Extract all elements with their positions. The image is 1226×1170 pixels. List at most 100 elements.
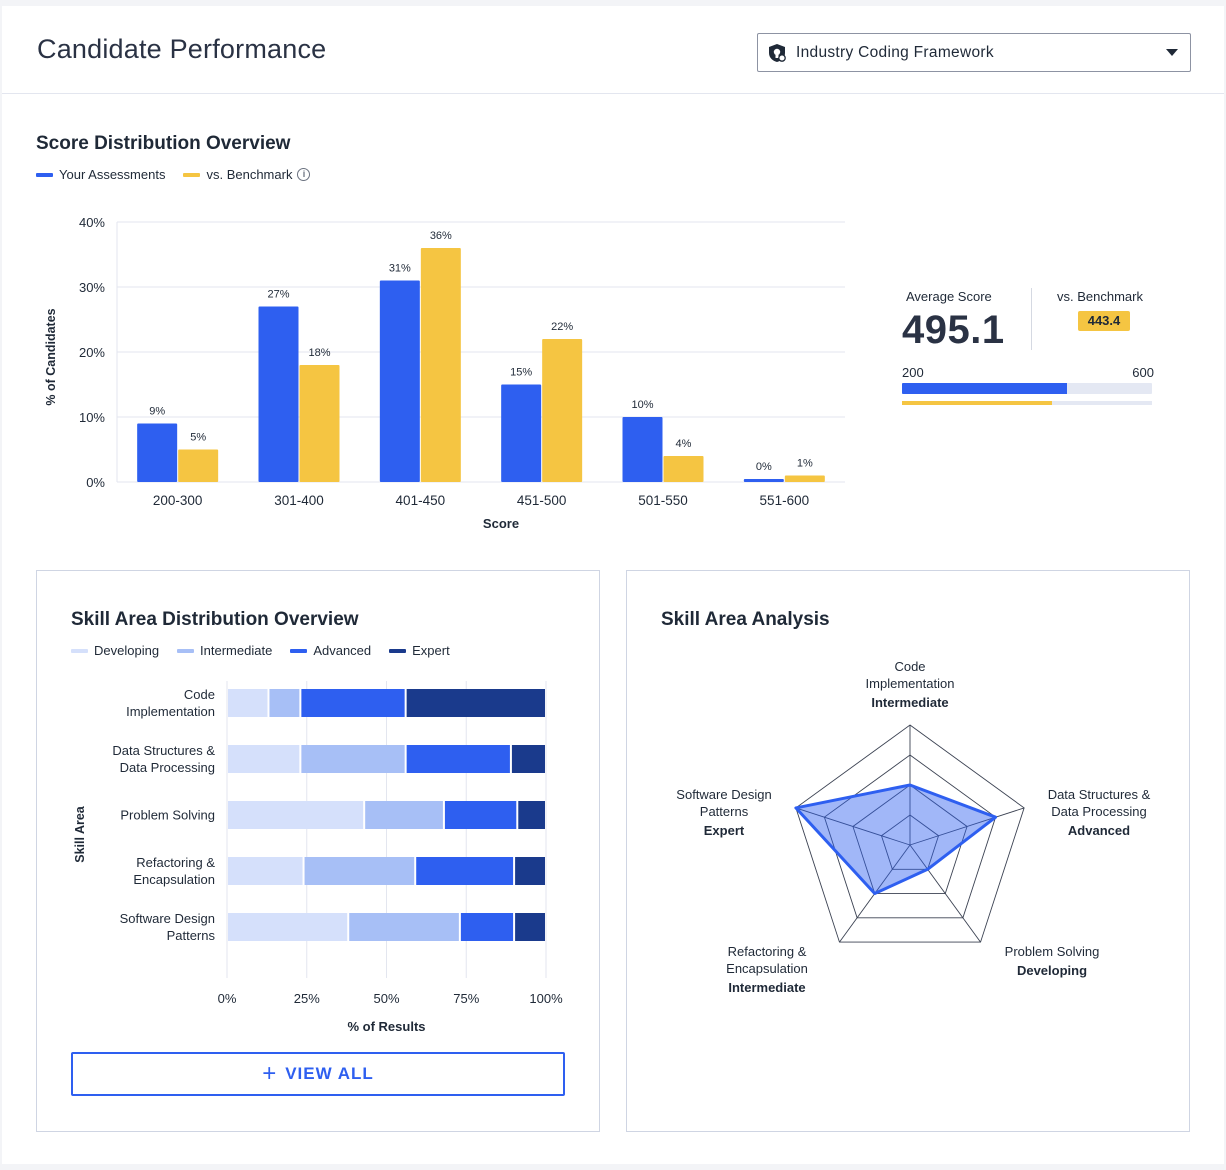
data-label: 0%	[756, 461, 772, 473]
radar-axis-level: Expert	[704, 823, 745, 838]
legend-label: Expert	[412, 643, 450, 658]
y-category-label: Data Structures &	[112, 743, 215, 758]
radar-axis-level: Developing	[1017, 963, 1087, 978]
bar-segment-developing	[228, 689, 268, 717]
y-category-label: Patterns	[167, 928, 216, 943]
radar-ring	[823, 754, 997, 919]
x-tick-label: 451-500	[517, 493, 567, 508]
skill-distribution-title: Skill Area Distribution Overview	[71, 609, 359, 630]
data-label: 1%	[797, 458, 813, 470]
bar-benchmark	[542, 339, 583, 482]
benchmark-range-bar	[902, 401, 1152, 405]
bar-segment-advanced	[416, 857, 514, 885]
radar-axis-label: Implementation	[866, 676, 955, 691]
shield-icon	[766, 42, 788, 69]
legend-swatch	[183, 172, 201, 177]
range-max-label: 600	[1132, 365, 1154, 380]
y-category-label: Implementation	[126, 704, 215, 719]
legend-item-intermediate: Intermediate	[177, 643, 272, 658]
bar-segment-expert	[515, 857, 545, 885]
bar-benchmark	[784, 475, 825, 482]
y-tick-label: 40%	[79, 215, 105, 230]
legend-label: vs. Benchmark	[206, 167, 293, 182]
benchmark-badge: 443.4	[1078, 311, 1130, 331]
bar-segment-expert	[406, 689, 545, 717]
divider	[1031, 288, 1032, 350]
bar-segment-intermediate	[304, 857, 415, 885]
radar-axis-label: Patterns	[700, 804, 749, 819]
radar-axis-label: Refactoring &	[728, 944, 807, 959]
data-label: 27%	[267, 289, 289, 301]
bar-benchmark	[420, 248, 461, 482]
skill-radar-chart: Code Implementation Intermediate Data Struc…	[676, 661, 1150, 995]
framework-select-value: Industry Coding Framework	[796, 44, 994, 61]
bar-assessments	[379, 280, 420, 482]
x-tick-label: 401-450	[396, 493, 446, 508]
data-label: 22%	[551, 321, 573, 333]
bar-benchmark	[299, 365, 340, 482]
radar-axis-label: Encapsulation	[726, 961, 808, 976]
data-label: 36%	[430, 230, 452, 242]
x-tick-label: 0%	[218, 991, 237, 1006]
score-distribution-title: Score Distribution Overview	[36, 133, 291, 154]
legend-item-advanced: Advanced	[290, 643, 371, 658]
bar-assessments	[501, 384, 542, 482]
legend-label: Intermediate	[200, 643, 273, 658]
bar-segment-advanced	[301, 689, 405, 717]
legend-swatch	[36, 172, 53, 177]
score-distribution-chart: 0% 10% 20% 30% 40% 9% 5% 200-300 27% 18% 301-400 31…	[44, 215, 845, 531]
x-tick-label: 301-400	[274, 493, 324, 508]
bar-segment-expert	[518, 801, 545, 829]
data-label: 4%	[676, 438, 692, 450]
skill-distribution-chart: 0% 25% 50% 75% 100% Code Implementation Data St…	[73, 681, 563, 1034]
bar-assessments	[743, 479, 784, 482]
chevron-down-icon[interactable]	[1166, 49, 1178, 56]
bar-segment-developing	[228, 801, 364, 829]
framework-select[interactable]: Industry Coding Framework	[757, 33, 1191, 72]
legend-label: Your Assessments	[59, 167, 166, 182]
benchmark-range-fill	[902, 401, 1052, 405]
bar-segment-developing	[228, 745, 300, 773]
x-tick-label: 551-600	[760, 493, 810, 508]
radar-ring	[880, 814, 940, 870]
x-tick-label: 501-550	[638, 493, 688, 508]
data-label: 9%	[149, 406, 165, 418]
data-label: 10%	[631, 399, 653, 411]
bar-segment-intermediate	[301, 745, 405, 773]
legend-item-assessments: Your Assessments	[36, 167, 165, 182]
legend-item-expert: Expert	[389, 643, 450, 658]
average-score-label: Average Score	[906, 289, 992, 304]
radar-spoke	[795, 807, 911, 846]
legend-item-benchmark: vs. Benchmark i	[183, 167, 311, 182]
view-all-button[interactable]: + VIEW ALL	[71, 1052, 565, 1096]
data-label: 31%	[389, 263, 411, 275]
x-tick-label: 25%	[294, 991, 320, 1006]
y-axis-label: % of Candidates	[44, 308, 58, 405]
legend-swatch	[389, 648, 407, 653]
radar-axis-level: Advanced	[1068, 823, 1130, 838]
average-score-panel: Average Score 495.1 vs. Benchmark 443.4 …	[900, 286, 1160, 416]
bar-benchmark	[178, 449, 219, 482]
legend-item-developing: Developing	[71, 643, 159, 658]
bar-assessments	[622, 417, 663, 482]
average-score-value: 495.1	[902, 308, 1005, 352]
info-icon[interactable]: i	[297, 168, 311, 181]
x-tick-label: 200-300	[153, 493, 203, 508]
bar-segment-advanced	[406, 745, 510, 773]
x-axis-label: Score	[483, 516, 519, 531]
radar-axis-level: Intermediate	[728, 980, 805, 995]
score-range-fill	[902, 383, 1067, 394]
view-all-label: VIEW ALL	[285, 1064, 374, 1083]
radar-spoke	[909, 844, 981, 943]
bar-segment-intermediate	[269, 689, 300, 717]
data-label: 18%	[308, 347, 330, 359]
bar-segment-expert	[511, 745, 545, 773]
y-category-label: Code	[184, 687, 215, 702]
y-tick-label: 0%	[86, 475, 105, 490]
y-axis-label: Skill Area	[73, 805, 87, 863]
range-min-label: 200	[902, 365, 924, 380]
radar-ring	[852, 784, 968, 894]
x-axis-label: % of Results	[347, 1019, 425, 1034]
radar-spoke	[909, 807, 1025, 846]
header: Candidate Performance Industry Coding Fr…	[2, 6, 1224, 94]
